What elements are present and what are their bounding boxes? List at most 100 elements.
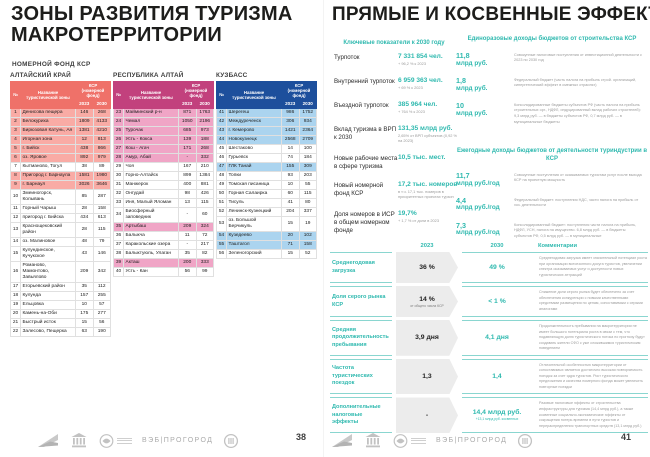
zone-name: Залесово, Пещерка — [20, 326, 76, 337]
table-row: 2 Белокуриха 1809 4133 — [10, 116, 111, 127]
zone-name: Биосферный заповедник — [123, 206, 179, 223]
value-2023: 10 — [75, 299, 94, 310]
row-number: 49 — [216, 179, 227, 190]
row-number: 28 — [113, 152, 124, 163]
row-number: 24 — [113, 116, 124, 127]
table-row: 6 оз. Яровое 892 979 — [10, 152, 111, 163]
row-number: 34 — [113, 206, 124, 223]
region-column-3: КУЗБАСС № Название туристической зоны КС… — [216, 72, 317, 337]
zone-name: Белокуриха — [20, 116, 76, 127]
value-2030-cell: 1,4 — [462, 358, 532, 395]
table-row: 1 Денисова пещера 146 268 — [10, 107, 111, 118]
value-2023: 175 — [75, 308, 94, 319]
value-2030: 881 — [195, 179, 214, 190]
zone-name: пригород г. Бийска — [20, 212, 76, 223]
value-2030: 72 — [195, 230, 214, 241]
row-number: 32 — [113, 188, 124, 199]
value-2030: 1384 — [195, 170, 214, 181]
tourism-ring-logo — [223, 433, 239, 449]
budget-value: 11,8 млрд руб. — [456, 50, 514, 67]
col-header-2023: 2023 — [75, 99, 94, 109]
value-2030: 115 — [92, 221, 111, 238]
value-2023: 38 — [75, 161, 94, 172]
value-2023: 11 — [178, 230, 197, 241]
zone-name: Чоя — [123, 161, 179, 172]
table-row: 30 Горно-Алтайск 899 1384 — [113, 170, 214, 181]
value-2023: 3026 — [75, 179, 94, 190]
col-header-2030: 2030 — [490, 243, 504, 249]
indicator-note: в т.ч. 17,1 тыс. номеров в приоритетных … — [398, 188, 454, 199]
value-2023: 15 — [281, 215, 300, 232]
table-row: 32 Онгудай 98 426 — [113, 188, 214, 199]
budget-item: 7,3 млрд руб./год Консолидированный бюдж… — [456, 221, 648, 240]
value-2030: 813 — [92, 134, 111, 145]
budget-value: 11,7 млрд руб./год — [456, 171, 514, 187]
col-header-2023: 2023 — [420, 243, 434, 249]
row-number: 6 — [10, 152, 21, 163]
value-2023: 85 — [75, 188, 94, 205]
value-2030: 3646 — [92, 179, 111, 190]
budget-unit: млрд руб. — [456, 59, 488, 67]
nomerfond-subtitle: НОМЕРНОЙ ФОНД КСР — [12, 61, 91, 68]
value-2030: < 1 % — [488, 298, 506, 305]
value-2030-cell: 4,1 дня — [462, 320, 532, 356]
value-2030: 1752 — [298, 107, 317, 118]
zone-name: оз. Малиновое — [20, 236, 76, 247]
zone-name: г. Кемерово — [226, 125, 282, 136]
table-row: 56 Зеленогорский 15 52 — [216, 248, 317, 259]
region-column-1: АЛТАЙСКИЙ КРАЙ № Название туристической … — [10, 72, 111, 337]
budget-unit: млрд руб./год — [456, 179, 500, 187]
value-2030: 973 — [195, 125, 214, 136]
value-2023: 892 — [75, 152, 94, 163]
table-row: 50 Горная Салаирка 60 115 — [216, 188, 317, 199]
veb-progorod-wordmark: ВЭБ|ПРОГОРОД — [142, 437, 214, 444]
row-number: 38 — [113, 248, 124, 259]
value-2023: 1581 — [75, 170, 94, 181]
budget-unit: млрд руб./год — [456, 229, 500, 237]
zone-name: Кузедеево — [226, 230, 282, 241]
indicator-value: 17,2 тыс. номеров — [398, 180, 458, 188]
value-2023-arrow: - — [392, 397, 462, 434]
value-2030: 158 — [92, 203, 111, 214]
row-number: 50 — [216, 188, 227, 199]
value-2030: 203 — [298, 170, 317, 181]
veb-progorod-wordmark: ВЭБ|ПРОГОРОД — [436, 437, 508, 444]
row-number: 56 — [216, 248, 227, 259]
table-row: 14 оз. Малиновое 48 79 — [10, 236, 111, 247]
value-2030: 100 — [298, 143, 317, 154]
row-number: 48 — [216, 170, 227, 181]
zone-name: Артыбаш — [123, 221, 179, 232]
value-2023: - — [425, 411, 429, 419]
zone-name: Краснощековский район — [20, 221, 76, 238]
row-number: 5 — [10, 143, 21, 154]
annual-budget-heading: Ежегодные доходы бюджетов от деятельност… — [456, 148, 648, 162]
zone-name: Шестаково — [226, 143, 282, 154]
zone-name: Кулунда — [20, 290, 76, 301]
value-2030: 158 — [298, 239, 317, 250]
zone-name: Гурьевск — [226, 152, 282, 163]
row-number: 37 — [113, 239, 124, 250]
value-2030-note: +13,1 млрд руб. косвенных — [475, 417, 519, 422]
value-2023: 43 — [75, 245, 94, 262]
row-number: 25 — [113, 125, 124, 136]
indicator-label: Въездной турпоток — [334, 101, 389, 109]
comparison-comment: Среднегодовая загрузка имеет значительны… — [532, 252, 648, 283]
budget-amount: 11,8 — [456, 50, 470, 60]
value-2023: 60 — [281, 188, 300, 199]
budget-unit: млрд руб. — [456, 84, 488, 92]
table-row: 42 Междуреченск 306 934 — [216, 116, 317, 127]
row-number: 53 — [216, 215, 227, 232]
arrow-shape: 14 % от общего числа КСР — [396, 286, 458, 317]
value-2023: 36 % — [419, 264, 435, 271]
value-2030: 190 — [92, 326, 111, 337]
zone-name: г. Барнаул — [20, 179, 76, 190]
indicator-label: Вклад туризма в ВРП к 2030 — [334, 125, 397, 141]
arrow-shape: 36 % — [396, 252, 458, 283]
budget-value: 4,4 млрд руб./год — [456, 196, 514, 212]
row-number: 18 — [10, 290, 21, 301]
table-row: 53 оз. Большой Берчикуль 15 19 — [216, 215, 317, 232]
row-number: 21 — [10, 317, 21, 328]
value-2030: 309 — [298, 161, 317, 172]
table-row: 43 г. Кемерово 1421 2364 — [216, 125, 317, 136]
comparison-comment: Отличительной особенностью макротерритор… — [532, 358, 648, 395]
